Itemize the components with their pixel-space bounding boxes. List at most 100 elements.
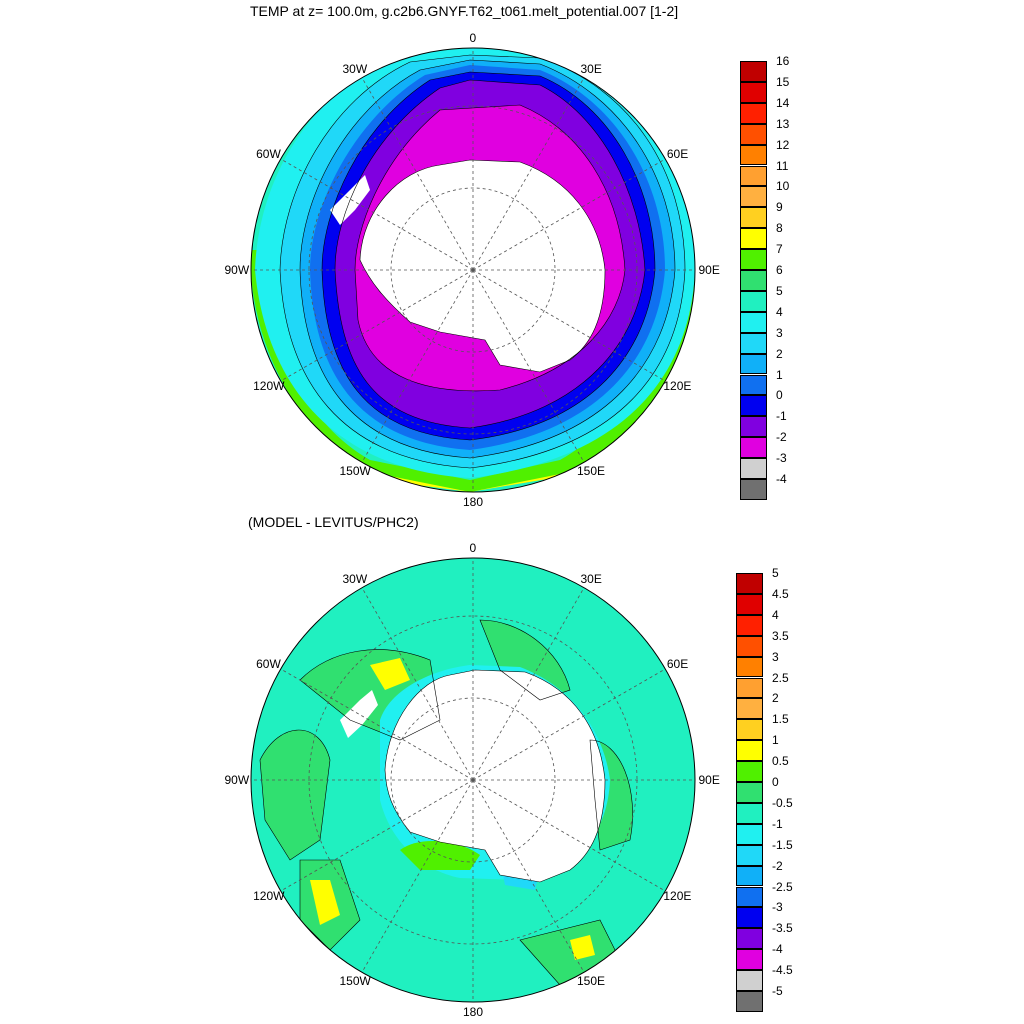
panel-top-title: TEMP at z= 100.0m, g.c2b6.GNYF.T62_t061.…: [250, 3, 679, 19]
colorbar-swatch: [736, 907, 763, 929]
map-top-graticule: [251, 48, 695, 492]
colorbar-tick-label: -4: [776, 472, 787, 486]
colorbar-swatch: [740, 458, 767, 479]
colorbar-swatch: [736, 865, 763, 887]
colorbar-swatch: [740, 123, 767, 145]
colorbar-tick-label: -3: [772, 900, 783, 915]
longitude-label: 180: [463, 1005, 484, 1019]
colorbar-tick-label: 4.5: [772, 586, 789, 601]
longitude-label: 60E: [666, 147, 689, 161]
longitude-label: 120E: [663, 889, 692, 903]
colorbar-swatch: [736, 782, 763, 803]
meridian-line: [472, 77, 585, 271]
longitude-label: 120W: [253, 889, 285, 903]
meridian-line: [280, 158, 474, 271]
longitude-label: 60W: [256, 657, 281, 671]
longitude-label: 120E: [663, 379, 692, 393]
longitude-label: 60E: [666, 657, 689, 671]
colorbar-swatch: [740, 102, 767, 124]
colorbar-tick-label: 1: [772, 733, 779, 748]
colorbar-tick-label: 1: [776, 367, 783, 382]
colorbar-swatch: [736, 802, 763, 824]
meridian-line: [472, 587, 585, 781]
longitude-label: 30W: [342, 62, 368, 77]
colorbar-swatch: [740, 81, 767, 103]
meridian-line: [472, 269, 585, 463]
colorbar-swatch: [740, 207, 767, 229]
colorbar-swatch: [736, 949, 763, 971]
colorbar-tick-label: 4: [776, 304, 783, 319]
colorbar-tick-label: 2: [772, 691, 779, 706]
colorbar-swatch: [740, 374, 767, 396]
meridian-line: [280, 269, 474, 382]
colorbar-tick-label: -1: [772, 816, 783, 831]
colorbar-swatch: [736, 886, 763, 908]
colorbar-tick-label: 3: [776, 325, 783, 340]
panel-bottom-title: (MODEL - LEVITUS/PHC2): [248, 514, 419, 530]
meridian-line: [472, 668, 666, 781]
longitude-label: 60W: [256, 147, 281, 161]
longitude-label: 150W: [339, 463, 371, 478]
colorbar-tick-label: 6: [776, 263, 783, 277]
colorbar-tick-label: 0: [776, 388, 783, 403]
colorbar-tick-label: -5: [772, 984, 783, 998]
colorbar-tick-label: 1.5: [772, 712, 789, 727]
colorbar-tick-label: -4.5: [772, 963, 793, 978]
colorbar-swatch: [736, 656, 763, 678]
colorbar-tick-label: 5: [772, 566, 779, 580]
colorbar-swatch: [740, 437, 767, 459]
colorbar-tick-label: -0.5: [772, 795, 793, 810]
colorbar-tick-label: 7: [776, 242, 783, 257]
colorbar-tick-label: 12: [776, 137, 790, 152]
colorbar-tick-label: 5: [776, 283, 783, 298]
colorbar-tick-label: 13: [776, 116, 790, 131]
colorbar-swatch: [736, 614, 763, 636]
colorbar-tick-label: 16: [776, 54, 790, 68]
colorbar-swatch: [736, 677, 763, 699]
colorbar-tick-label: -2: [772, 858, 783, 873]
colorbar-tick-label: -1: [776, 409, 787, 424]
colorbar-swatch: [740, 479, 767, 500]
map-bottom-boundary: [250, 557, 696, 1003]
colorbar-swatch: [740, 249, 767, 270]
longitude-label: 30E: [580, 62, 602, 77]
colorbar-swatch: [740, 61, 767, 82]
colorbar-tick-label: -2: [776, 430, 787, 445]
longitude-label: 30W: [342, 572, 368, 587]
colorbar-swatch: [736, 635, 763, 657]
colorbar-tick-label: 4: [772, 607, 779, 622]
longitude-label: 30E: [580, 572, 602, 587]
colorbar-swatch: [736, 698, 763, 720]
colorbar-tick-label: -2.5: [772, 879, 793, 894]
colorbar-swatch: [740, 186, 767, 208]
meridian-line: [280, 779, 474, 892]
longitude-label: 150E: [577, 973, 606, 988]
colorbar-swatch: [736, 928, 763, 950]
colorbar-tick-label: 11: [776, 158, 789, 173]
colorbar-swatch: [740, 144, 767, 166]
colorbar-tick-label: 15: [776, 74, 790, 89]
longitude-label: 150E: [577, 463, 606, 478]
colorbar-tick-label: 9: [776, 200, 783, 215]
colorbar-swatch: [740, 228, 767, 250]
colorbar-tick-label: 3.5: [772, 628, 789, 643]
meridian-line: [280, 668, 474, 781]
colorbar-tick-label: 10: [776, 179, 790, 194]
colorbar-swatch: [736, 761, 763, 782]
colorbar-swatch: [736, 991, 763, 1012]
meridian-line: [472, 779, 666, 892]
longitude-label: 150W: [339, 973, 371, 988]
colorbar-swatch: [740, 290, 767, 312]
longitude-label: 90E: [698, 773, 720, 787]
colorbar-swatch: [736, 719, 763, 741]
colorbar-tick-label: 14: [776, 95, 790, 110]
colorbar-tick-label: -3: [776, 451, 787, 466]
meridian-line: [361, 269, 474, 463]
colorbar-tick-label: 2.5: [772, 670, 789, 685]
colorbar-swatch: [736, 573, 763, 594]
colorbar-tick-label: -4: [772, 942, 783, 957]
colorbar-swatch: [736, 740, 763, 762]
colorbar-swatch: [736, 844, 763, 866]
